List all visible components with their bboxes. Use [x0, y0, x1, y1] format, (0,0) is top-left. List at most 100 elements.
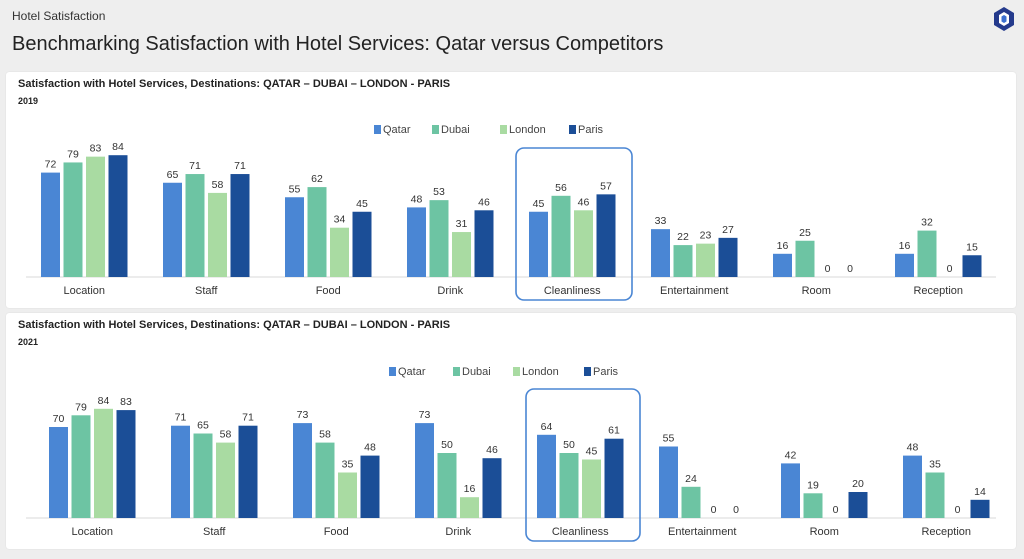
category-label-drink: Drink	[445, 526, 471, 538]
data-label: 45	[586, 446, 598, 458]
data-label: 61	[608, 425, 620, 437]
data-label: 48	[364, 442, 376, 454]
bar-cleanliness-qatar	[529, 211, 548, 277]
data-label: 73	[419, 409, 431, 421]
data-label: 34	[334, 214, 346, 226]
bar-staff-qatar	[163, 182, 182, 277]
hexagon-logo-icon[interactable]	[993, 6, 1015, 32]
bar-location-london	[86, 156, 105, 277]
bar-cleanliness-dubai	[551, 195, 571, 277]
bar-location-dubai	[63, 162, 83, 277]
data-label: 46	[478, 196, 490, 208]
legend-label-london: London	[522, 366, 559, 378]
data-label: 71	[189, 160, 201, 172]
legend-swatch-paris	[584, 367, 591, 376]
bar-cleanliness-paris	[596, 194, 616, 277]
bar-drink-london	[460, 497, 479, 518]
data-label: 45	[356, 198, 368, 210]
legend-label-dubai: Dubai	[441, 124, 470, 136]
page-title: Benchmarking Satisfaction with Hotel Ser…	[12, 33, 664, 55]
data-label: 0	[825, 263, 831, 275]
category-label-cleanliness: Cleanliness	[544, 285, 601, 297]
data-label: 79	[75, 401, 87, 413]
legend-label-paris: Paris	[593, 366, 619, 378]
data-label: 62	[311, 173, 323, 185]
data-label: 46	[578, 196, 590, 208]
legend-swatch-qatar	[374, 125, 381, 134]
data-label: 23	[700, 230, 712, 242]
chart-panel-2021: Satisfaction with Hotel Services, Destin…	[6, 313, 1016, 549]
category-label-reception: Reception	[913, 285, 963, 297]
bar-staff-paris	[230, 174, 250, 277]
data-label: 50	[563, 439, 575, 451]
bar-food-dubai	[315, 442, 335, 518]
bar-chart-2019: Qatar Dubai London Paris 72 79 83 84 Location 65 7…	[26, 124, 996, 301]
data-label: 55	[289, 183, 301, 195]
bar-entertainment-qatar	[659, 446, 678, 518]
data-label: 83	[120, 396, 132, 408]
bar-reception-paris	[962, 255, 982, 277]
legend-swatch-london	[500, 125, 507, 134]
category-label-entertainment: Entertainment	[668, 526, 736, 538]
category-label-entertainment: Entertainment	[660, 285, 728, 297]
chart-title: Satisfaction with Hotel Services, Destin…	[18, 78, 451, 90]
data-label: 0	[947, 263, 953, 275]
bar-location-dubai	[71, 415, 91, 518]
bar-location-qatar	[41, 172, 60, 277]
data-label: 70	[53, 413, 65, 425]
header: Hotel Satisfaction Benchmarking Satisfac…	[0, 0, 1024, 68]
data-label: 15	[966, 241, 978, 253]
highlight-box-cleanliness	[515, 147, 633, 301]
data-label: 72	[45, 159, 57, 171]
bar-food-paris	[360, 455, 380, 518]
bar-room-qatar	[773, 253, 792, 277]
data-label: 33	[655, 215, 667, 227]
bar-drink-qatar	[415, 423, 434, 518]
bar-food-london	[338, 472, 357, 518]
bar-drink-paris	[474, 210, 494, 277]
chart-subtitle-year: 2019	[18, 96, 39, 106]
chart-title: Satisfaction with Hotel Services, Destin…	[18, 319, 451, 331]
bar-reception-paris	[970, 499, 990, 518]
data-label: 48	[411, 193, 423, 205]
bar-chart-2021: Qatar Dubai London Paris 70 79 84 83 Location 71 6…	[26, 366, 996, 542]
bar-staff-dubai	[193, 433, 213, 518]
legend-label-london: London	[509, 124, 546, 136]
bar-cleanliness-dubai	[559, 453, 579, 518]
data-label: 22	[677, 231, 689, 243]
bar-cleanliness-london	[582, 459, 601, 518]
bar-entertainment-london	[696, 243, 715, 277]
data-label: 25	[799, 227, 811, 239]
bar-room-paris	[848, 492, 868, 518]
legend-label-dubai: Dubai	[462, 366, 491, 378]
category-label-reception: Reception	[921, 526, 971, 538]
highlight-box-cleanliness	[525, 388, 641, 542]
data-label: 46	[486, 444, 498, 456]
data-label: 42	[785, 449, 797, 461]
data-label: 16	[464, 483, 476, 495]
data-label: 0	[711, 504, 717, 516]
data-label: 58	[212, 179, 224, 191]
data-label: 32	[921, 217, 933, 229]
legend-swatch-london	[513, 367, 520, 376]
data-label: 16	[777, 240, 789, 252]
data-label: 64	[541, 421, 553, 433]
data-label: 71	[234, 160, 246, 172]
bar-food-dubai	[307, 187, 327, 277]
bar-room-dubai	[803, 493, 823, 518]
bar-cleanliness-qatar	[537, 434, 556, 518]
category-label-staff: Staff	[203, 526, 226, 538]
data-label: 48	[907, 442, 919, 454]
data-label: 0	[733, 504, 739, 516]
data-label: 65	[197, 420, 209, 432]
bar-reception-dubai	[917, 230, 937, 277]
bar-entertainment-dubai	[673, 245, 693, 277]
category-label-staff: Staff	[195, 285, 218, 297]
bar-food-paris	[352, 211, 372, 277]
category-label-drink: Drink	[437, 285, 463, 297]
data-label: 57	[600, 180, 612, 192]
bar-reception-dubai	[925, 472, 945, 518]
data-label: 84	[98, 395, 110, 407]
data-label: 58	[319, 429, 331, 441]
category-label-location: Location	[71, 526, 113, 538]
